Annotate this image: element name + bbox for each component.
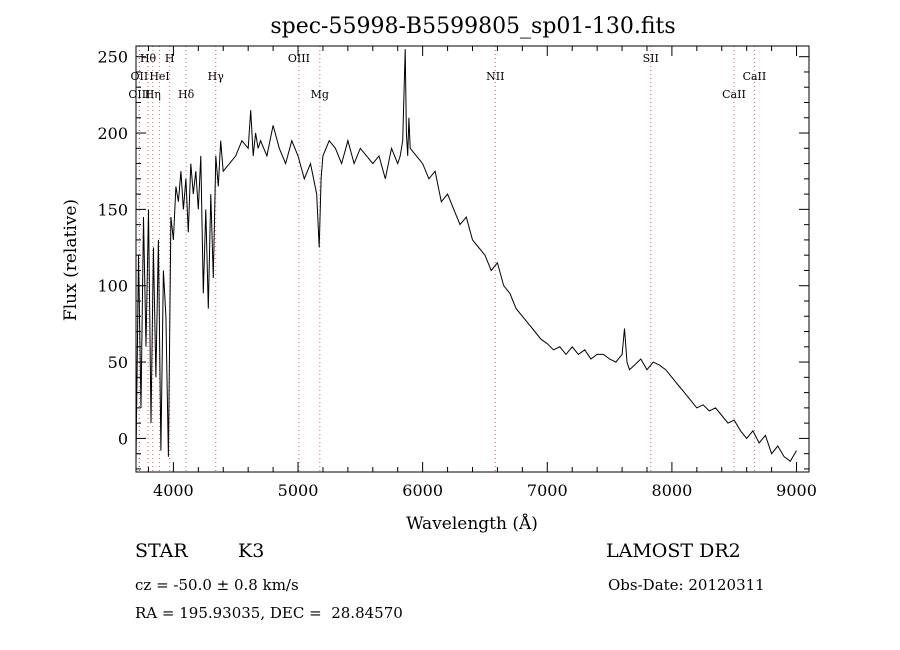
- y-tick-label-5: 250: [97, 48, 128, 67]
- y-tick-label-2: 100: [97, 277, 128, 296]
- x-tick-label-4: 8000: [652, 481, 693, 500]
- y-tick-label-4: 200: [97, 124, 128, 143]
- x-tick-label-1: 5000: [278, 481, 319, 500]
- spectrum-trace: [135, 49, 797, 463]
- x-tick-label-0: 4000: [153, 481, 194, 500]
- line-marker-label-11: SII: [643, 52, 659, 65]
- y-tick-label-3: 150: [97, 200, 128, 219]
- line-marker-label-12: CaII: [743, 70, 767, 83]
- line-marker-label-0: Hθ: [140, 52, 157, 65]
- chart-title: spec-55998-B5599805_sp01-130.fits: [270, 14, 675, 39]
- x-tick-label-3: 7000: [527, 481, 568, 500]
- survey-name: LAMOST DR2: [606, 540, 741, 562]
- redshift-cz: cz = -50.0 ± 0.8 km/s: [135, 576, 299, 594]
- observation-date: Obs-Date: 20120311: [608, 576, 765, 594]
- x-axis: 4000 5000 6000 7000 8000 9000: [147, 46, 817, 500]
- plot-frame: [135, 45, 810, 473]
- line-marker-label-8: OIII: [288, 52, 310, 65]
- object-subclass: K3: [238, 540, 265, 562]
- line-marker-label-5: Hη: [145, 88, 161, 101]
- x-axis-label: Wavelength (Å): [406, 513, 538, 534]
- y-tick-label-1: 50: [108, 353, 128, 372]
- line-marker-label-3: HeI: [149, 70, 169, 83]
- line-marker-label-4: OIII: [128, 88, 150, 101]
- y-axis: 0 50 100 150 200 250: [97, 48, 809, 470]
- spectrum-line: [135, 49, 797, 463]
- line-marker-label-7: Hγ: [208, 70, 225, 83]
- coordinates: RA = 195.93035, DEC = 28.84570: [135, 604, 403, 622]
- object-class: STAR: [135, 540, 188, 562]
- line-marker-label-9: Mg: [311, 88, 329, 101]
- y-tick-label-0: 0: [118, 429, 128, 448]
- line-marker-label-10: NII: [486, 70, 504, 83]
- x-tick-label-5: 9000: [776, 481, 817, 500]
- x-tick-label-2: 6000: [402, 481, 443, 500]
- line-marker-label-13: CaII: [722, 88, 746, 101]
- y-axis-label: Flux (relative): [61, 199, 81, 321]
- line-marker-label-1: H: [165, 52, 175, 65]
- line-marker-label-6: Hδ: [178, 88, 195, 101]
- line-marker-label-2: OII: [131, 70, 149, 83]
